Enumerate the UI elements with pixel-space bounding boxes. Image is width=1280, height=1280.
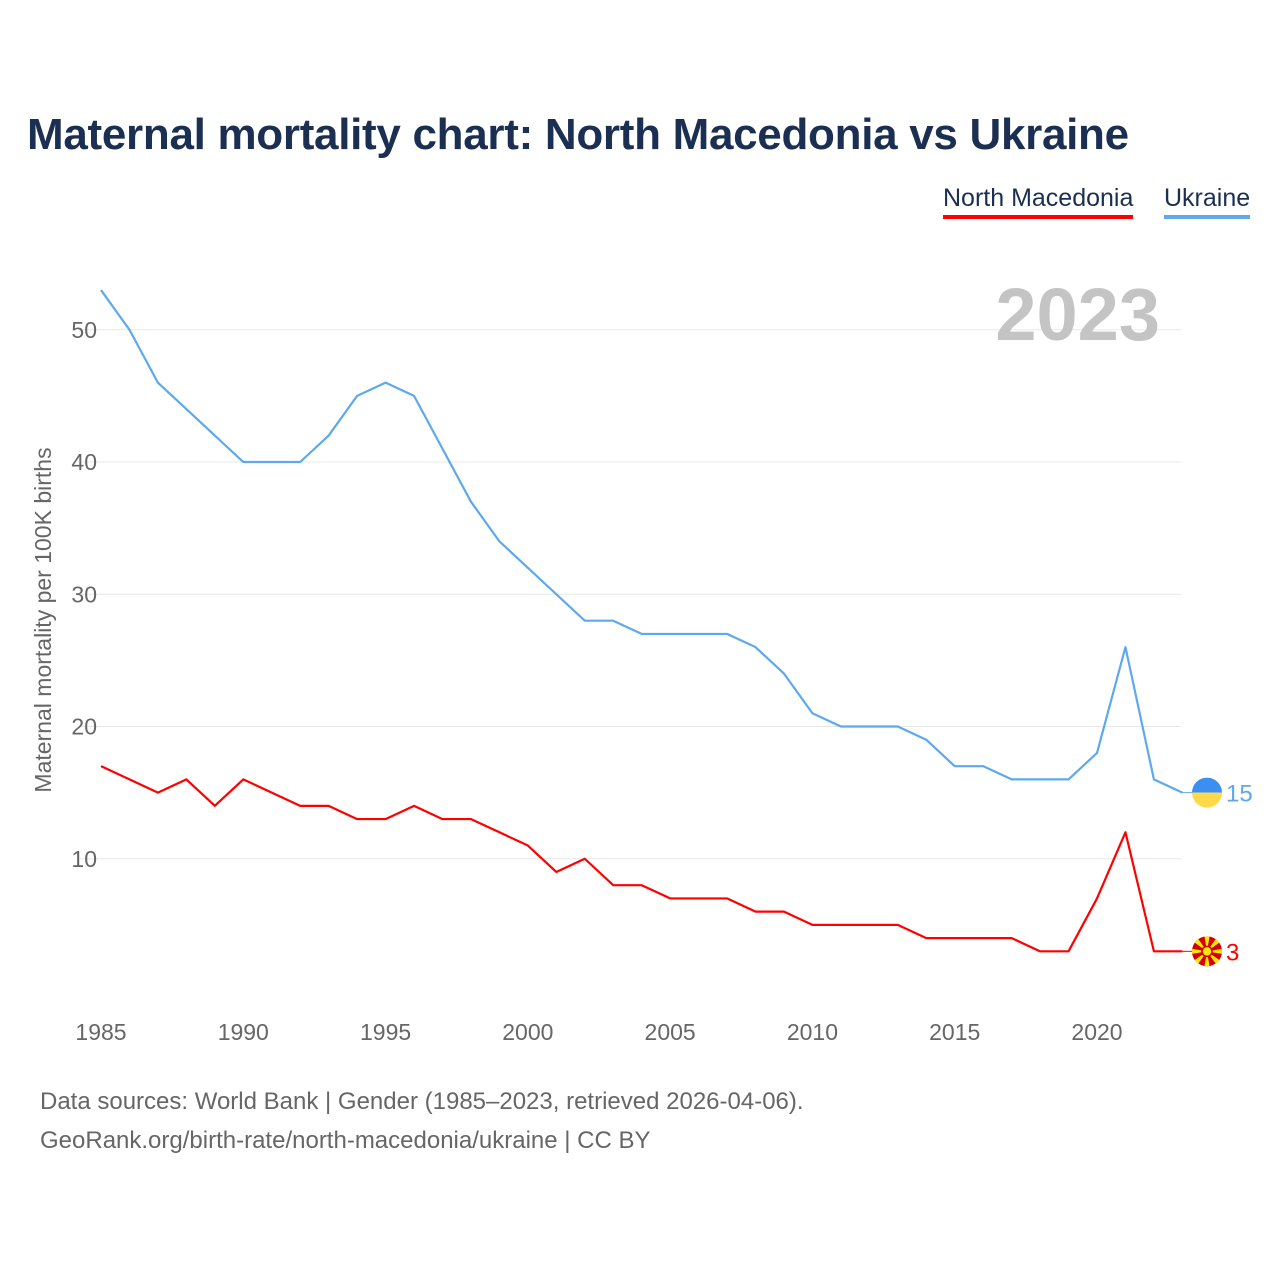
y-tick-label: 40 <box>71 449 97 475</box>
series-line-ukraine <box>100 289 1183 794</box>
x-tick-label: 1985 <box>75 1019 126 1045</box>
x-tick-label: 2005 <box>645 1019 696 1045</box>
x-tick-label: 1995 <box>360 1019 411 1045</box>
y-tick-label: 30 <box>71 581 97 607</box>
attribution-link[interactable]: GeoRank.org/birth-rate/north-macedonia/u… <box>40 1127 651 1154</box>
year-label: 2023 <box>995 273 1160 356</box>
y-tick-label: 50 <box>71 317 97 343</box>
x-tick-label: 2020 <box>1071 1019 1122 1045</box>
y-tick-label: 10 <box>71 846 97 872</box>
y-tick-label: 20 <box>71 714 97 740</box>
end-value-label: 3 <box>1226 939 1239 966</box>
flag-ukraine-icon <box>1192 777 1222 808</box>
x-tick-label: 2000 <box>502 1019 553 1045</box>
series-line-north-macedonia <box>100 765 1183 953</box>
data-source-text: Data sources: World Bank | Gender (1985–… <box>40 1088 804 1115</box>
legend-ukraine[interactable]: Ukraine <box>1164 184 1251 219</box>
y-axis-label: Maternal mortality per 100K births <box>30 447 56 792</box>
x-tick-label: 1990 <box>218 1019 269 1045</box>
chart-title: Maternal mortality chart: North Macedoni… <box>27 110 1129 159</box>
legend-north-macedonia[interactable]: North Macedonia <box>943 184 1134 219</box>
x-tick-label: 2015 <box>929 1019 980 1045</box>
x-tick-label: 2010 <box>787 1019 838 1045</box>
end-value-label: 15 <box>1226 781 1253 808</box>
